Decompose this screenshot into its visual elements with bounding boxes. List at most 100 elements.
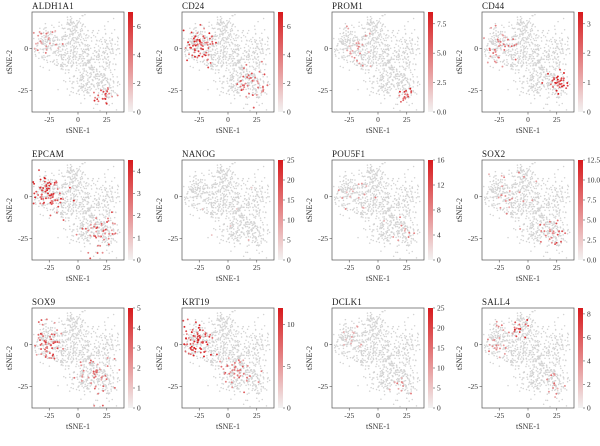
cell-point [75,92,78,95]
cell-point [367,55,370,57]
expression-point [40,197,43,200]
cell-point [192,42,194,44]
cell-point [219,58,221,60]
cell-point [198,217,201,219]
cell-point [503,63,506,65]
cell-point [213,63,215,65]
cell-point [375,38,378,40]
cell-point [538,35,540,37]
expression-point [196,43,199,46]
cell-point [82,191,84,193]
cell-point [364,27,366,29]
cell-point [233,33,235,35]
cell-point [63,193,65,196]
cell-point [118,196,120,198]
cell-point [105,197,107,200]
colorbar-tick-label: 0.0 [437,108,447,117]
cell-point [536,71,539,74]
cell-point [349,60,352,63]
cell-point [222,91,224,94]
cell-point [392,68,394,70]
cell-point [233,84,235,87]
cell-point [522,55,525,57]
expression-point [57,205,60,208]
cell-point [547,87,550,90]
cell-point [412,52,415,54]
cell-point [361,58,363,61]
cell-point [211,37,214,40]
cell-point [346,40,349,43]
cell-point [66,213,69,215]
cell-point [554,28,556,31]
cell-point [395,69,398,71]
cell-point [398,96,400,98]
cell-point [537,86,539,89]
cell-point [88,44,91,47]
cell-point [84,212,87,214]
cell-point [228,43,231,46]
expression-point [93,225,96,228]
cell-point [258,63,261,66]
cell-point [260,94,263,96]
cell-point [74,176,76,179]
cell-point [93,86,96,88]
cell-point [81,198,84,201]
expression-point [359,52,361,55]
cell-point [95,58,98,61]
cell-point [237,53,240,56]
cell-point [116,224,118,226]
cell-point [87,197,90,200]
cell-point [265,49,268,51]
cell-point [52,38,54,40]
cell-point [229,53,232,56]
cell-point [380,82,383,85]
cell-point [228,35,231,37]
cell-point [524,31,526,34]
cell-point [537,43,539,46]
cell-point [100,221,103,223]
cell-point [103,25,106,27]
cell-point [383,68,386,70]
cell-point [71,27,74,29]
cell-point [86,44,88,47]
cell-point [247,81,249,84]
cell-point [342,40,344,43]
cell-point [38,51,40,54]
cell-point [73,195,75,198]
cell-point [97,75,99,77]
cell-point [550,82,553,84]
cell-point [228,85,231,87]
cell-point [545,69,548,71]
cell-point [231,78,234,81]
cell-point [249,65,251,68]
cell-point [75,45,78,48]
cell-point [234,26,236,28]
cell-point [230,41,233,43]
cell-point [266,76,268,78]
cell-point [225,56,228,58]
cell-point [98,226,101,229]
cell-point [557,59,560,61]
cell-point [382,55,385,58]
cell-point [530,58,533,60]
cell-point [508,39,511,41]
cell-point [81,74,84,76]
cell-point [530,34,532,36]
cell-point [112,80,115,82]
cell-point [115,241,118,243]
cell-point [507,51,509,54]
cell-point [255,61,257,63]
cell-point [191,203,193,205]
cell-point [80,36,83,38]
cell-point [402,66,405,69]
cell-point [64,179,67,181]
cell-point [524,36,526,39]
cell-point [385,83,387,85]
cell-point [47,179,50,181]
cell-point [91,231,93,234]
cell-point [193,203,195,205]
cell-point [209,46,211,48]
cell-point [226,36,229,38]
cell-point [106,229,109,232]
cell-point [112,200,115,202]
